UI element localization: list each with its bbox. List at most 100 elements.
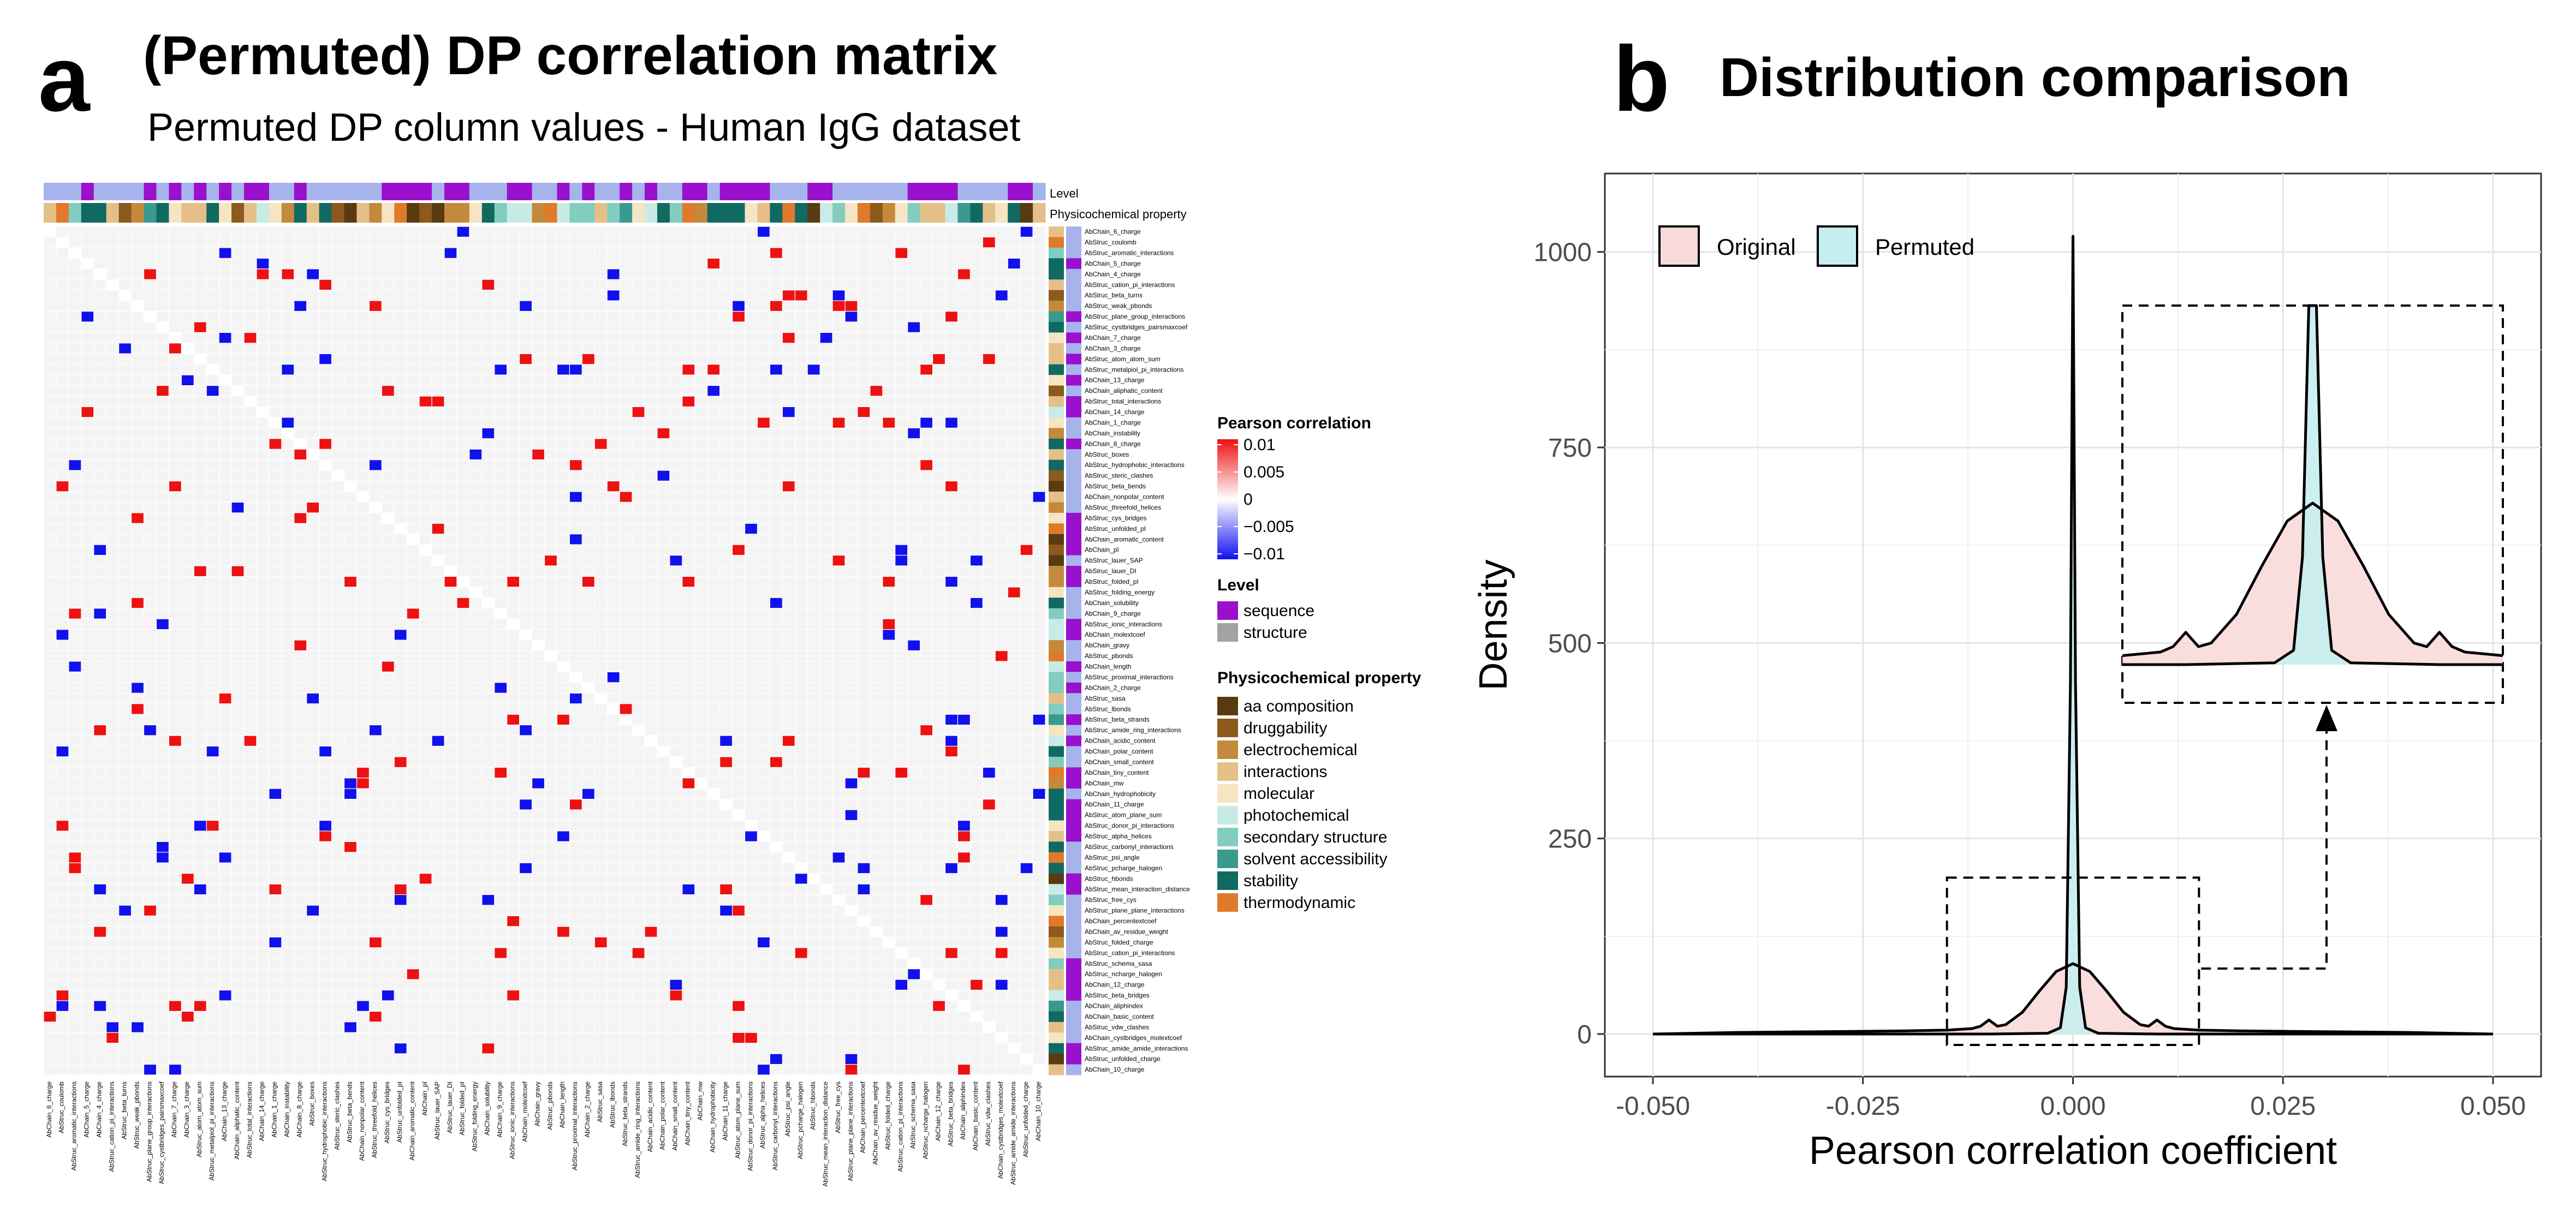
row-property-strip <box>1049 290 1064 301</box>
heatmap-cell <box>732 311 745 322</box>
row-label: AbStruc_hydrophobic_interactions <box>1085 461 1185 469</box>
row-property-strip <box>1049 1011 1064 1023</box>
heatmap-cell <box>156 321 169 333</box>
level-track-cell <box>432 183 445 200</box>
property-track-cell <box>219 203 232 223</box>
heatmap-cell <box>845 778 858 789</box>
property-track-cell <box>907 203 921 223</box>
heatmap-cell <box>419 873 432 885</box>
level-track-cell <box>694 183 708 200</box>
row-label: AbChain_8_charge <box>1085 440 1141 447</box>
heatmap-cell <box>494 364 508 375</box>
heatmap-cell <box>745 1032 758 1044</box>
property-track-cell <box>44 203 57 223</box>
row-level-strip <box>1066 916 1081 927</box>
row-label: AbChain_13_charge <box>1085 377 1145 384</box>
row-property-strip <box>1049 301 1064 312</box>
heatmap-cell <box>983 1021 996 1033</box>
row-level-strip <box>1066 491 1081 503</box>
row-property-strip <box>1049 640 1064 651</box>
heatmap-cell <box>745 523 758 535</box>
heatmap-cell <box>983 799 996 810</box>
heatmap-cell <box>131 703 144 715</box>
panel-b-title: Distribution comparison <box>1720 47 2351 108</box>
heatmap-cell <box>882 417 896 428</box>
heatmap-cell <box>970 555 983 566</box>
heatmap-cell <box>770 597 783 609</box>
level-track-cell <box>131 183 145 200</box>
heatmap-cell <box>983 354 996 365</box>
property-legend-label: molecular <box>1244 785 1314 803</box>
colorbar-tick-label: −0.01 <box>1244 545 1285 563</box>
heatmap-cell <box>757 226 770 237</box>
row-property-strip <box>1049 1032 1064 1044</box>
column-label: AbChain_nonpolar_content <box>358 1081 366 1161</box>
property-track-cell <box>81 203 94 223</box>
level-track-cell <box>795 183 808 200</box>
row-property-strip <box>1049 661 1064 672</box>
row-level-strip <box>1066 693 1081 704</box>
row-level-strip <box>1066 608 1081 619</box>
heatmap-cell <box>569 364 582 375</box>
row-level-strip <box>1066 661 1081 672</box>
heatmap-cell <box>144 905 157 916</box>
heatmap-cell <box>156 852 169 863</box>
heatmap-cell <box>770 1054 783 1065</box>
heatmap-cell <box>594 937 608 948</box>
heatmap-cell <box>131 597 144 609</box>
heatmap-cell <box>469 449 483 461</box>
heatmap-cell <box>832 417 846 428</box>
row-label: AbChain_nonpolar_content <box>1085 493 1164 501</box>
property-track-cell <box>206 203 219 223</box>
row-property-strip <box>1049 1000 1064 1012</box>
row-level-strip <box>1066 459 1081 471</box>
row-label: AbStruc_pbonds <box>1085 652 1133 660</box>
column-label: AbChain_acidic_content <box>646 1081 654 1152</box>
row-level-strip <box>1066 375 1081 386</box>
level-track-cell <box>456 183 470 200</box>
heatmap-cell <box>832 555 846 566</box>
heatmap-cell <box>56 820 69 832</box>
heatmap-cell <box>294 438 307 450</box>
heatmap-cell <box>81 258 94 270</box>
row-label: AbStruc_cys_bridges <box>1085 514 1146 522</box>
row-label: AbStruc_boxes <box>1085 451 1129 458</box>
row-property-strip <box>1049 332 1064 344</box>
heatmap-cell <box>882 576 896 588</box>
row-level-strip <box>1066 926 1081 937</box>
column-label: AbStruc_weak_pbonds <box>133 1081 140 1149</box>
row-label: AbStruc_threefold_helices <box>1085 504 1161 511</box>
property-legend-label: electrochemical <box>1244 741 1357 759</box>
heatmap-cell <box>632 407 645 418</box>
row-label: AbChain_14_charge <box>1085 408 1145 416</box>
heatmap-cell <box>131 301 144 312</box>
row-property-strip <box>1049 979 1064 990</box>
heatmap-cell <box>407 534 420 545</box>
density-area-original <box>1653 964 2493 1034</box>
property-track-cell <box>795 203 808 223</box>
heatmap-cell <box>569 693 582 704</box>
property-track-cell <box>945 203 959 223</box>
heatmap-cell <box>732 905 745 916</box>
property-track-cell <box>557 203 570 223</box>
heatmap-cell <box>118 343 132 354</box>
heatmap-cell <box>93 608 107 619</box>
heatmap-cell <box>870 926 883 937</box>
row-property-strip <box>1049 778 1064 789</box>
row-property-strip <box>1049 990 1064 1001</box>
row-label: AbStruc_sasa <box>1085 695 1126 702</box>
row-label: AbChain_tiny_content <box>1085 769 1149 776</box>
row-property-strip <box>1049 693 1064 704</box>
heatmap-cell <box>669 555 683 566</box>
row-level-strip <box>1066 566 1081 577</box>
level-track-cell <box>44 183 57 200</box>
row-label: AbChain_4_charge <box>1085 270 1141 278</box>
level-track-cell <box>407 183 420 200</box>
column-label: AbStruc_proximal_interactions <box>571 1081 579 1170</box>
heatmap-cell <box>795 863 808 874</box>
level-track-cell <box>1008 183 1021 200</box>
level-track-cell <box>93 183 107 200</box>
property-track-cell <box>481 203 495 223</box>
column-label: AbStruc_amide_amide_interactions <box>1009 1081 1017 1185</box>
heatmap-cell <box>845 1064 858 1075</box>
